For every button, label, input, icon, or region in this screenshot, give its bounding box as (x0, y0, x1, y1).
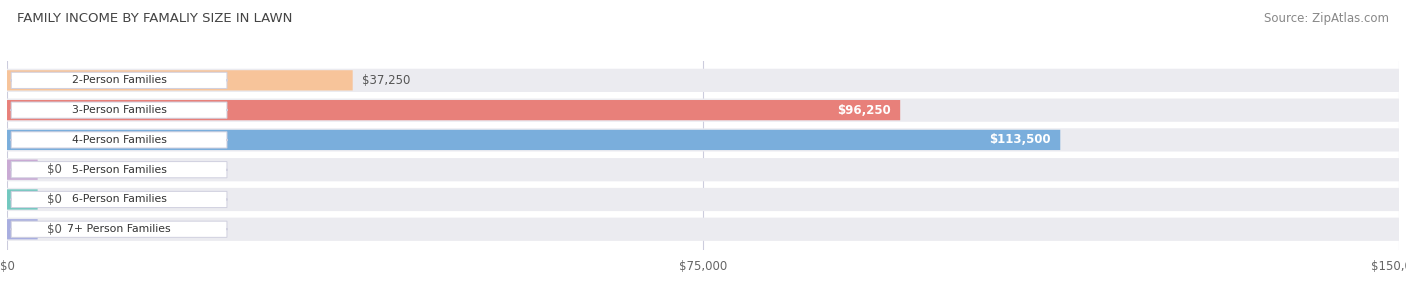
Text: 2-Person Families: 2-Person Families (72, 75, 166, 85)
Text: $0: $0 (48, 193, 62, 206)
Text: $96,250: $96,250 (837, 104, 890, 117)
FancyBboxPatch shape (7, 189, 38, 210)
FancyBboxPatch shape (7, 69, 1399, 92)
Text: Source: ZipAtlas.com: Source: ZipAtlas.com (1264, 12, 1389, 25)
Text: 5-Person Families: 5-Person Families (72, 165, 166, 175)
Text: $37,250: $37,250 (363, 74, 411, 87)
FancyBboxPatch shape (7, 188, 1399, 211)
FancyBboxPatch shape (7, 99, 1399, 122)
Text: $113,500: $113,500 (988, 133, 1050, 146)
FancyBboxPatch shape (7, 128, 1399, 152)
Text: 4-Person Families: 4-Person Families (72, 135, 166, 145)
Text: $0: $0 (48, 223, 62, 236)
Text: $0: $0 (48, 163, 62, 176)
Text: 6-Person Families: 6-Person Families (72, 195, 166, 204)
FancyBboxPatch shape (7, 158, 1399, 181)
FancyBboxPatch shape (7, 100, 900, 120)
FancyBboxPatch shape (7, 130, 1060, 150)
FancyBboxPatch shape (7, 70, 353, 91)
Text: 3-Person Families: 3-Person Families (72, 105, 166, 115)
Text: 7+ Person Families: 7+ Person Families (67, 224, 172, 234)
Text: FAMILY INCOME BY FAMALIY SIZE IN LAWN: FAMILY INCOME BY FAMALIY SIZE IN LAWN (17, 12, 292, 25)
FancyBboxPatch shape (7, 218, 1399, 241)
FancyBboxPatch shape (11, 221, 226, 237)
FancyBboxPatch shape (11, 132, 226, 148)
FancyBboxPatch shape (11, 162, 226, 178)
FancyBboxPatch shape (11, 102, 226, 118)
FancyBboxPatch shape (11, 191, 226, 208)
FancyBboxPatch shape (11, 72, 226, 88)
FancyBboxPatch shape (7, 160, 38, 180)
FancyBboxPatch shape (7, 219, 38, 239)
